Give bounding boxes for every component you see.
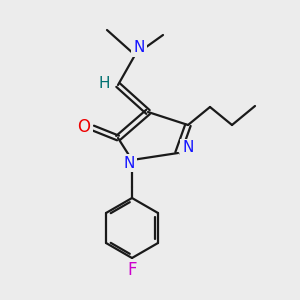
Text: N: N	[182, 140, 194, 155]
Text: F: F	[127, 261, 137, 279]
Text: O: O	[77, 118, 91, 136]
Text: N: N	[133, 40, 145, 56]
Text: N: N	[123, 155, 135, 170]
Text: H: H	[98, 76, 110, 91]
